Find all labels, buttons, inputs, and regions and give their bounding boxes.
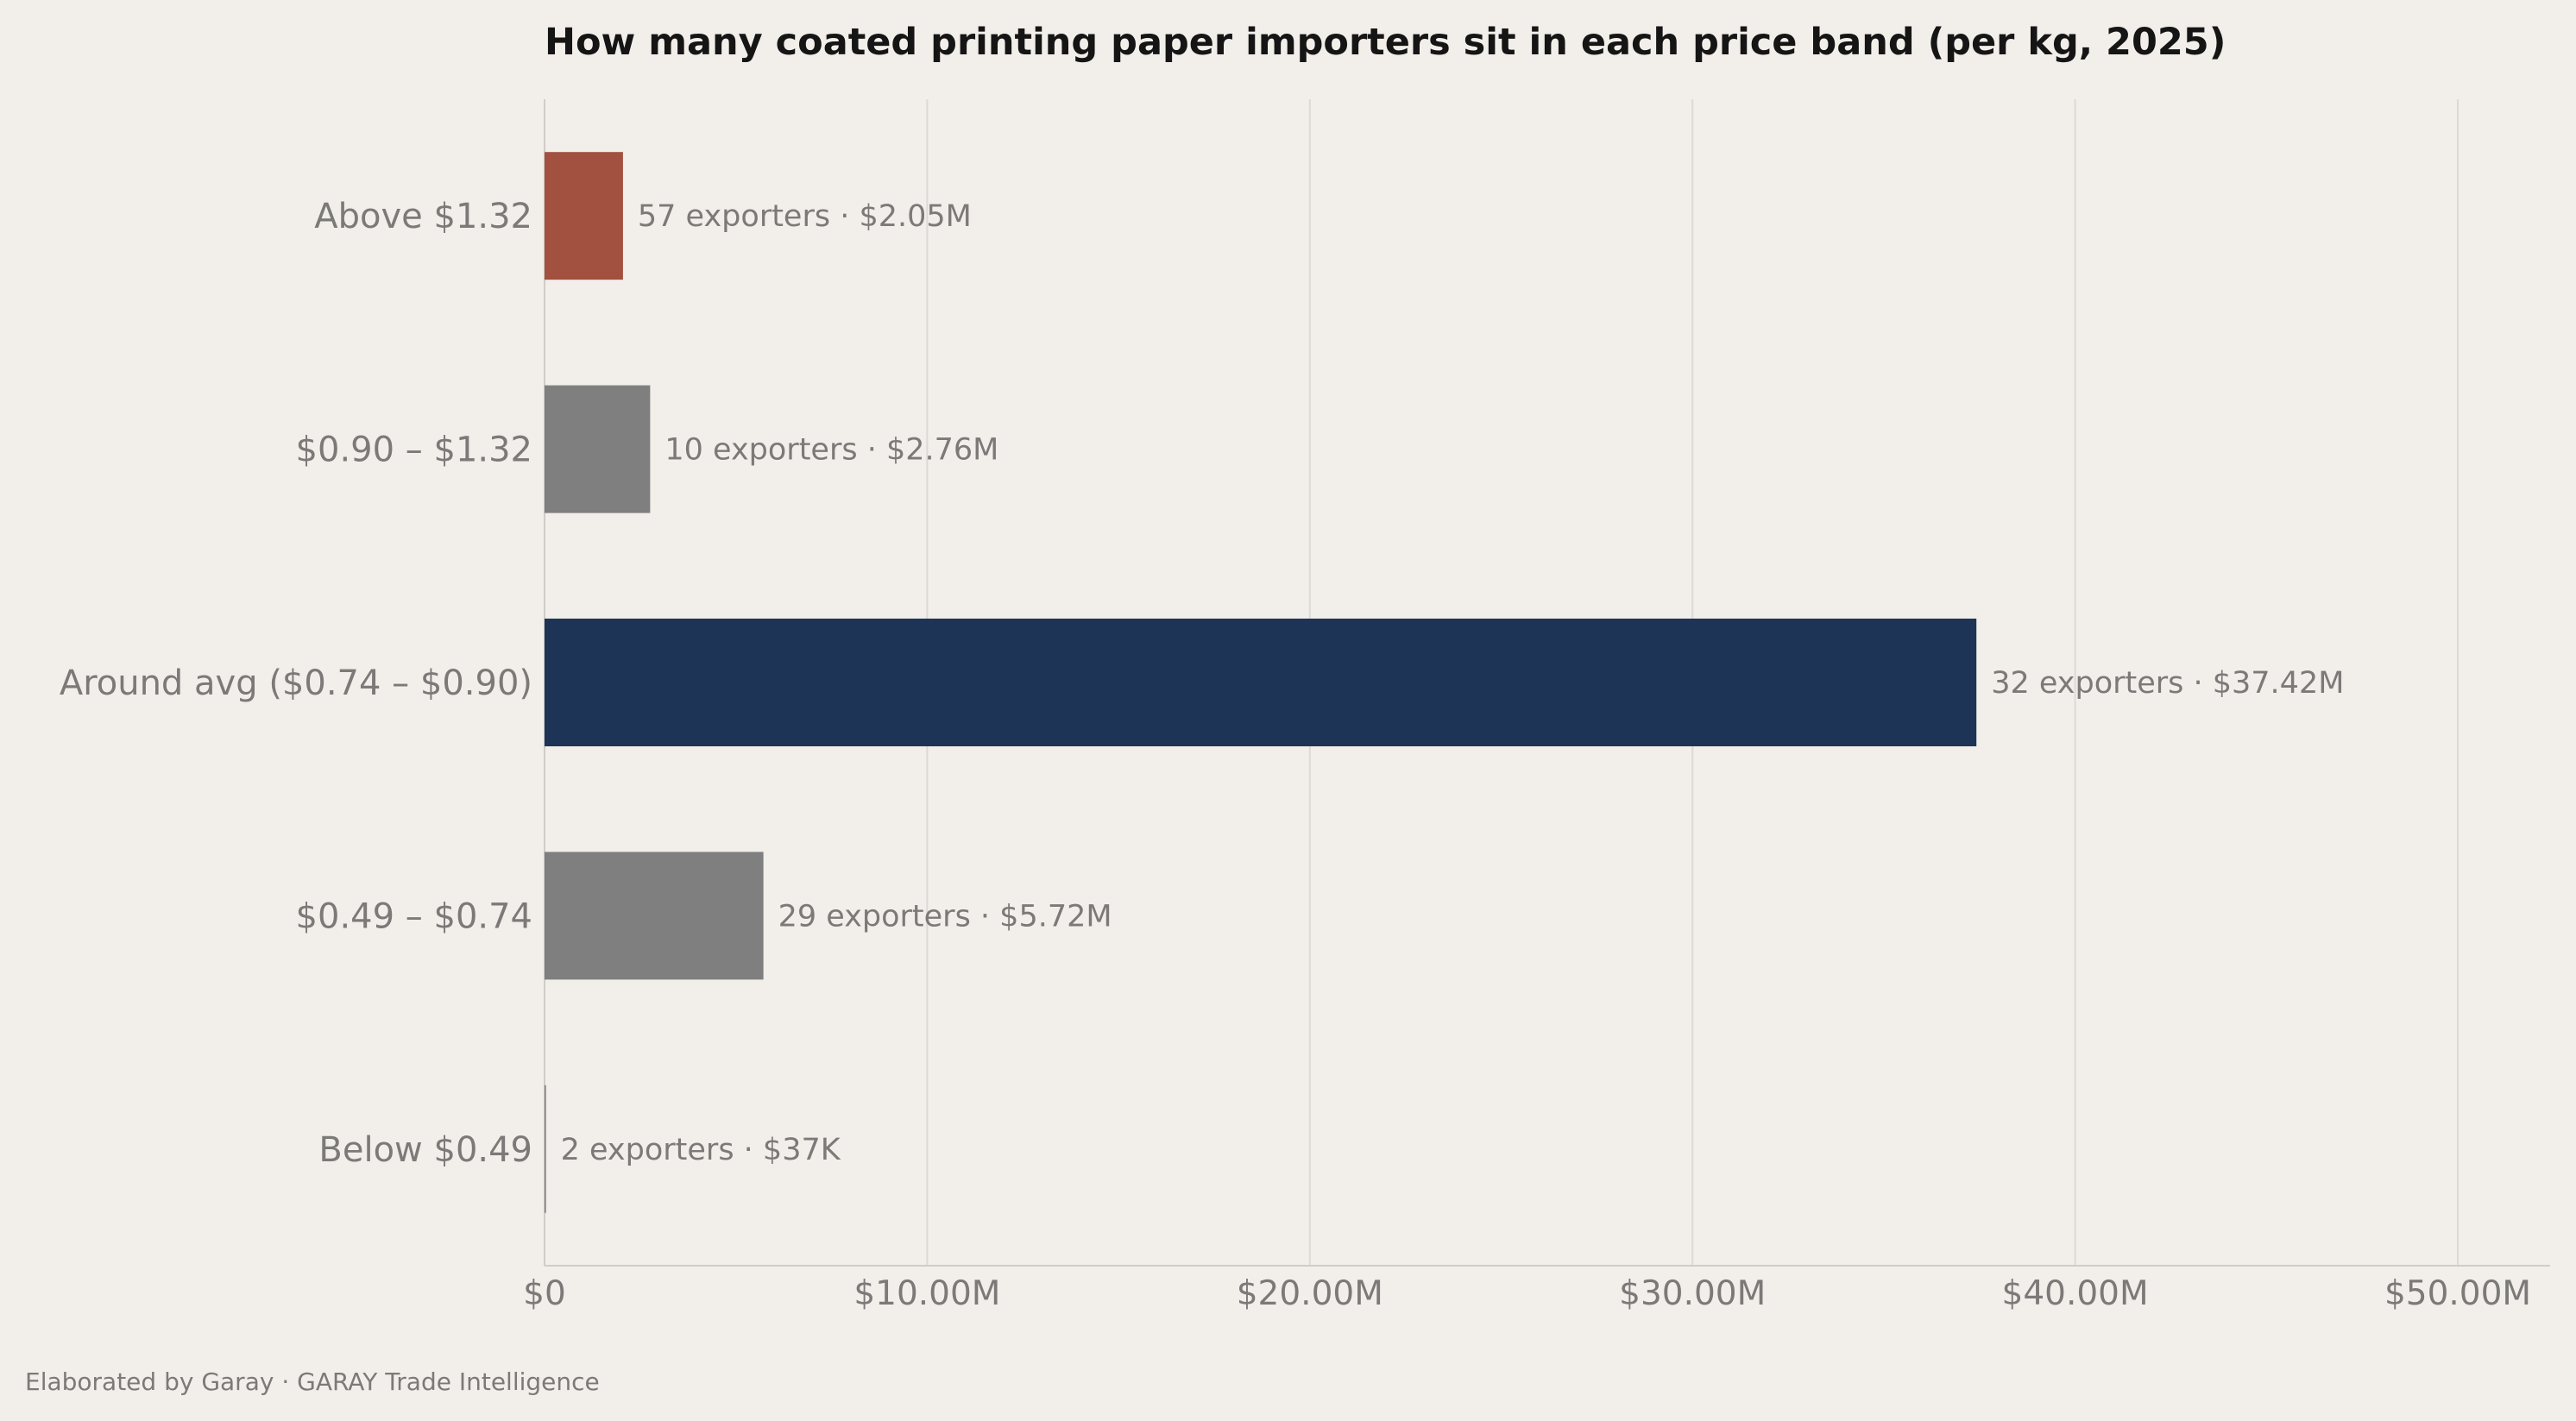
category-labels: Above $1.32 $0.90 – $1.32 Around avg ($0.7… <box>60 197 532 1170</box>
chart-title: How many coated printing paper importers… <box>545 21 2226 64</box>
x-tick-label: $10.00M <box>853 1274 1000 1313</box>
bar <box>545 1085 546 1213</box>
category-label: Below $0.49 <box>318 1130 532 1170</box>
bar <box>545 385 651 513</box>
footer-credit: Elaborated by Garay · GARAY Trade Intell… <box>25 1368 600 1396</box>
bar-data-label: 29 exporters · $5.72M <box>778 899 1112 934</box>
x-tick-label: $50.00M <box>2384 1274 2531 1313</box>
category-label: Above $1.32 <box>314 197 532 236</box>
x-tick-label: $20.00M <box>1237 1274 1383 1313</box>
bars <box>545 152 1977 1213</box>
bar <box>545 152 623 280</box>
x-tick-label: $30.00M <box>1619 1274 1766 1313</box>
bar <box>545 852 764 980</box>
category-label: $0.90 – $1.32 <box>296 431 532 470</box>
bar-data-label: 2 exporters · $37K <box>561 1133 841 1167</box>
x-tick-label: $40.00M <box>2002 1274 2149 1313</box>
bar <box>545 619 1977 746</box>
bar-data-label: 57 exporters · $2.05M <box>638 199 972 234</box>
category-label: $0.49 – $0.74 <box>296 896 532 936</box>
bar-data-label: 32 exporters · $37.42M <box>1991 666 2344 701</box>
category-label: Around avg ($0.74 – $0.90) <box>60 663 532 703</box>
data-labels: 57 exporters · $2.05M 10 exporters · $2.7… <box>561 199 2345 1167</box>
x-tick-label: $0 <box>523 1274 566 1313</box>
x-tick-labels: $0 $10.00M $20.00M $30.00M $40.00M $50.00M <box>523 1274 2531 1313</box>
bar-data-label: 10 exporters · $2.76M <box>664 433 998 468</box>
